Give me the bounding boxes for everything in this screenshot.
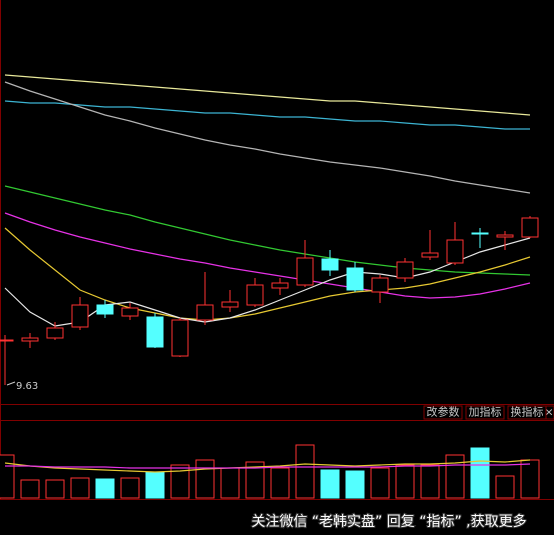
volume-bar xyxy=(395,464,415,499)
candle-body xyxy=(46,327,64,339)
volume-bar xyxy=(220,467,240,499)
volume-bar xyxy=(520,459,540,499)
ma-line xyxy=(4,227,531,321)
volume-ma-line xyxy=(4,459,531,473)
volume-bar xyxy=(120,477,140,499)
annotation-arrow xyxy=(6,381,16,386)
close-icon[interactable]: × xyxy=(544,406,553,419)
volume-bar xyxy=(170,464,190,499)
candle-body xyxy=(21,337,39,342)
volume-bar xyxy=(345,470,365,499)
candle-body xyxy=(421,252,439,258)
candle-body xyxy=(71,304,89,328)
volume-bar xyxy=(270,467,290,499)
volume-bar xyxy=(320,469,340,499)
candle-body xyxy=(246,284,264,306)
button-label[interactable]: 加指标 xyxy=(469,405,502,419)
candle-body xyxy=(346,267,364,291)
volume-bar xyxy=(495,475,515,499)
low-price-label: 9.63 xyxy=(16,381,38,392)
volume-bar xyxy=(445,454,465,499)
ma-line xyxy=(4,237,531,327)
ma-line xyxy=(4,212,531,299)
ma-line xyxy=(4,185,531,276)
candle-body xyxy=(221,301,239,308)
watermark: 关注微信 “老韩实盘” 回复 “指标” ,获取更多 xyxy=(251,513,526,530)
volume-bar xyxy=(145,471,165,499)
ma-line xyxy=(4,100,530,130)
volume-bar xyxy=(295,444,315,499)
candle-body xyxy=(446,239,464,264)
candle-body xyxy=(521,217,539,238)
candle-body xyxy=(296,257,314,286)
ma-line xyxy=(4,81,531,194)
volume-bar xyxy=(470,447,490,499)
candle-body xyxy=(321,258,339,271)
candle-body xyxy=(371,277,389,293)
button-label[interactable]: 换指标 xyxy=(511,405,544,419)
button-label[interactable]: 改参数 xyxy=(427,405,460,419)
volume-bar xyxy=(420,464,440,499)
volume-bar xyxy=(95,478,115,499)
candle-body xyxy=(471,232,489,235)
button[interactable] xyxy=(423,405,463,420)
button[interactable] xyxy=(507,405,547,420)
volume-bar xyxy=(20,479,40,499)
volume-bar xyxy=(45,479,65,499)
volume-bar xyxy=(370,467,390,499)
candle-body xyxy=(0,339,14,342)
volume-bar xyxy=(245,461,265,499)
candle-body xyxy=(121,307,139,317)
candle-body xyxy=(271,282,289,289)
candle-body xyxy=(396,261,414,279)
candle-body xyxy=(96,304,114,315)
ma-line xyxy=(4,74,531,116)
volume-ma-line xyxy=(5,463,531,469)
volume-bar xyxy=(195,459,215,499)
button[interactable] xyxy=(465,405,505,420)
candle-body xyxy=(146,316,164,348)
candle-body xyxy=(496,234,514,238)
volume-bar xyxy=(0,454,15,499)
candle-body xyxy=(171,319,189,357)
candle-body xyxy=(196,304,214,321)
volume-bar xyxy=(70,477,90,499)
